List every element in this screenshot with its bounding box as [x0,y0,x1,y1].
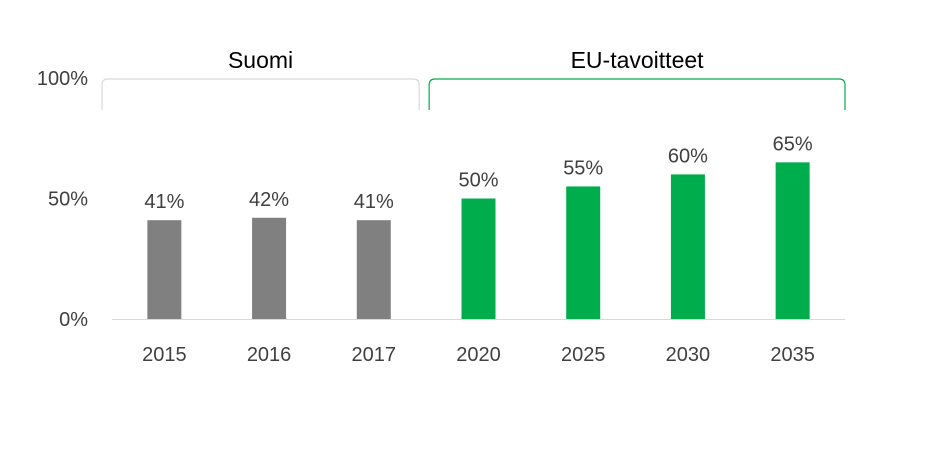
x-tick-label: 2017 [352,344,397,366]
x-tick-label: 2020 [456,344,501,366]
data-label: 60% [668,145,708,167]
bar [461,198,496,319]
data-label: 55% [563,157,603,179]
category-labels: 2015 2016 2017 2020 2025 2030 2035 [142,344,815,366]
group-brackets: Suomi EU-tavoitteet [101,47,846,110]
x-tick-label: 2025 [561,344,606,366]
data-label: 42% [249,189,289,211]
x-tick-label: 2035 [770,344,815,366]
bar [670,174,705,319]
bar [775,162,810,319]
bar [356,220,391,319]
bar [252,217,287,319]
data-label: 41% [354,191,394,213]
data-label: 41% [144,191,184,213]
data-label: 50% [458,170,498,192]
x-tick-label: 2016 [247,344,292,366]
y-tick-label: 100% [37,68,88,90]
group-label: EU-tavoitteet [571,47,705,73]
x-tick-label: 2015 [142,344,187,366]
x-tick-label: 2030 [666,344,711,366]
group-bracket [101,78,420,110]
bars [147,162,810,319]
data-label: 65% [773,133,813,155]
data-labels: 41% 42% 41% 50% 55% 60% 65% [144,133,813,213]
bar [566,186,601,319]
y-axis-ticks: 0% 50% 100% [37,68,88,331]
group-bracket [428,78,846,110]
bar [147,220,182,319]
y-tick-label: 50% [48,189,88,211]
group-label: Suomi [228,47,293,73]
y-tick-label: 0% [59,309,88,331]
